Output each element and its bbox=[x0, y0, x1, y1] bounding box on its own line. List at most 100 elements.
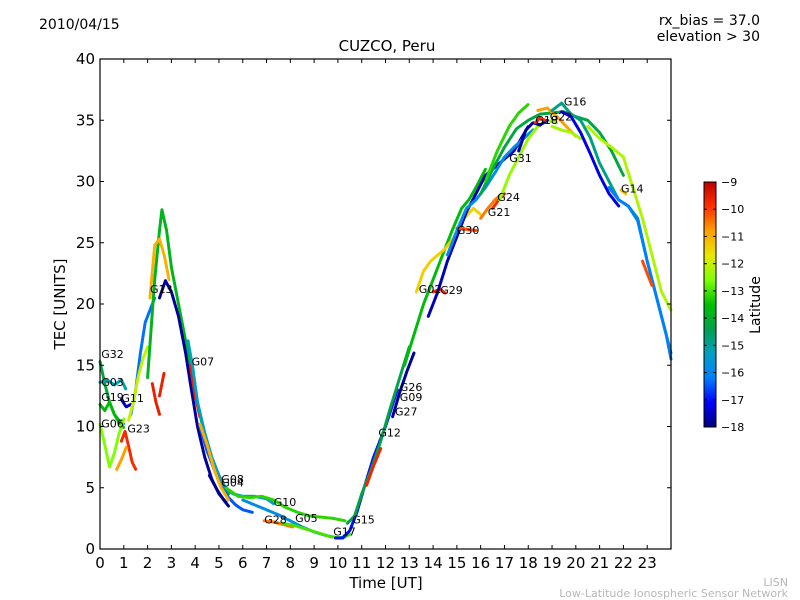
x-axis-label: Time [UT] bbox=[349, 574, 423, 592]
colorbar-tick-label: −18 bbox=[721, 421, 744, 434]
series-g02 bbox=[414, 206, 483, 294]
satellite-label: G29 bbox=[440, 284, 463, 297]
elevation-label: elevation > 30 bbox=[656, 29, 760, 45]
satellite-label: G30 bbox=[457, 224, 480, 237]
y-tick-label: 5 bbox=[85, 479, 95, 497]
rx-bias-label: rx_bias = 37.0 bbox=[658, 13, 760, 29]
y-tick-label: 35 bbox=[76, 111, 95, 129]
satellite-label: G28 bbox=[264, 513, 287, 526]
series-g30b bbox=[455, 226, 478, 232]
series-g19 bbox=[98, 400, 126, 430]
x-tick-label: 13 bbox=[400, 554, 419, 572]
colorbar-tick-label: −16 bbox=[721, 367, 744, 380]
series-arc-lime-top bbox=[483, 102, 530, 183]
x-tick-label: 22 bbox=[614, 554, 633, 572]
satellite-label: G32 bbox=[101, 348, 124, 361]
series-g15 bbox=[345, 345, 411, 525]
y-tick-label: 10 bbox=[76, 418, 95, 436]
satellite-label: G11 bbox=[121, 392, 144, 405]
satellite-label: G19 bbox=[101, 391, 124, 404]
series-g29 bbox=[431, 287, 447, 295]
series-g08 bbox=[198, 422, 230, 502]
colorbar-tick-label: −11 bbox=[721, 230, 744, 243]
colorbar: −9 −10 −11 −12 −13 −14 −15 −16 −17 −18 bbox=[703, 176, 744, 434]
satellite-label: G17 bbox=[333, 526, 356, 539]
x-tick-label: 11 bbox=[352, 554, 371, 572]
series-g14 bbox=[586, 124, 673, 312]
x-tick-label: 14 bbox=[424, 554, 443, 572]
satellite-label: G22 bbox=[550, 110, 573, 123]
colorbar-tick-label: −15 bbox=[721, 339, 744, 352]
y-tick-label: 0 bbox=[85, 540, 95, 558]
satellite-label: G21 bbox=[488, 206, 511, 219]
x-tick-label: 3 bbox=[167, 554, 177, 572]
watermark-short: LISN bbox=[763, 576, 788, 589]
y-tick-label: 40 bbox=[76, 50, 95, 68]
series-g23b bbox=[115, 445, 128, 471]
satellite-label: G02 bbox=[419, 283, 442, 296]
x-tick-label: 7 bbox=[262, 554, 272, 572]
x-tick-label: 12 bbox=[376, 554, 395, 572]
series-g14b bbox=[607, 186, 673, 361]
series-g22b bbox=[550, 124, 583, 141]
satellite-label: G26 bbox=[400, 381, 423, 394]
series-g14c bbox=[641, 259, 654, 288]
satellite-label: G27 bbox=[395, 406, 418, 419]
series-g03 bbox=[98, 378, 128, 392]
satellite-label: G03 bbox=[101, 376, 124, 389]
series-peak-orange bbox=[148, 237, 171, 300]
x-tick-label: 18 bbox=[519, 554, 538, 572]
colorbar-tick-label: −12 bbox=[721, 258, 744, 271]
satellite-label: G18 bbox=[535, 114, 558, 127]
satellite-label: G15 bbox=[352, 513, 375, 526]
series-g16 bbox=[550, 101, 673, 355]
series-g08b bbox=[207, 474, 230, 508]
y-tick-label: 30 bbox=[76, 173, 95, 191]
plot-frame bbox=[99, 58, 672, 550]
series-g14d bbox=[619, 188, 628, 196]
y-tick-label: 20 bbox=[76, 295, 95, 313]
x-tick-label: 8 bbox=[286, 554, 296, 572]
series-g11 bbox=[119, 398, 133, 409]
series-g21 bbox=[479, 192, 504, 220]
x-tick-label: 23 bbox=[638, 554, 657, 572]
series-arc-red2 bbox=[158, 371, 166, 398]
x-tick-label: 10 bbox=[328, 554, 347, 572]
satellite-label: G10 bbox=[274, 496, 297, 509]
colorbar-tick-label: −17 bbox=[721, 394, 744, 407]
series-rise-green bbox=[403, 167, 487, 367]
date-label: 2010/04/15 bbox=[39, 17, 120, 33]
satellite-label: G06 bbox=[101, 418, 124, 431]
colorbar-tick-label: −10 bbox=[721, 203, 744, 216]
x-tick-label: 20 bbox=[566, 554, 585, 572]
x-tick-label: 1 bbox=[119, 554, 129, 572]
satellite-label: G13 bbox=[150, 283, 173, 296]
satellite-label: G05 bbox=[295, 512, 318, 525]
colorbar-tick-label: −14 bbox=[721, 312, 744, 325]
series-g18 bbox=[517, 118, 549, 153]
x-tick-label: 4 bbox=[190, 554, 200, 572]
series-g06 bbox=[98, 417, 126, 469]
series-g22 bbox=[536, 106, 578, 138]
watermark-long: Low-Latitude Ionospheric Sensor Network bbox=[559, 587, 788, 600]
series-g23 bbox=[119, 429, 138, 471]
series-g10 bbox=[224, 486, 347, 523]
series-arc-red bbox=[150, 382, 161, 416]
y-tick-label: 25 bbox=[76, 234, 95, 252]
x-tick-label: 0 bbox=[95, 554, 105, 572]
series-steep-teal bbox=[445, 128, 535, 257]
satellite-label: G08 bbox=[221, 473, 244, 486]
series-g12 bbox=[365, 447, 383, 487]
x-tick-label: 5 bbox=[214, 554, 224, 572]
y-tick-label: 15 bbox=[76, 356, 95, 374]
satellite-label: G23 bbox=[127, 423, 150, 436]
colorbar-gradient bbox=[703, 181, 717, 428]
series-arc-yellow bbox=[127, 345, 150, 422]
satellite-label: G12 bbox=[378, 426, 401, 439]
satellite-label: G14 bbox=[621, 183, 644, 196]
x-tick-label: 9 bbox=[309, 554, 319, 572]
x-tick-label: 19 bbox=[542, 554, 561, 572]
series-layer bbox=[98, 101, 673, 540]
satellite-label: G16 bbox=[564, 96, 587, 109]
